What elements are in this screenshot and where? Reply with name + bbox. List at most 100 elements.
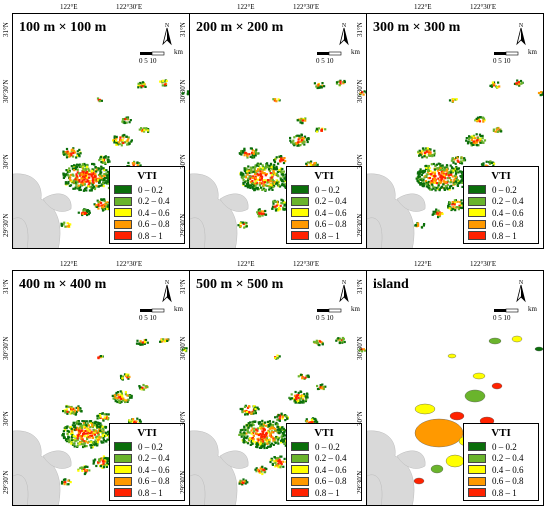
legend-label: 0.8 – 1 <box>315 487 340 498</box>
vti-cell <box>107 174 110 177</box>
vti-cell <box>255 432 258 435</box>
vti-cell <box>133 421 136 424</box>
legend-swatch <box>114 465 132 475</box>
vti-cell <box>261 435 264 438</box>
vti-cell <box>107 156 110 159</box>
legend-item: 0.6 – 0.8 <box>114 219 180 231</box>
vti-cell <box>100 177 103 180</box>
vti-cell <box>239 225 242 228</box>
vti-cell <box>321 383 324 386</box>
vti-cell <box>66 174 69 177</box>
vti-cell <box>418 154 421 157</box>
vti-cell <box>66 412 69 415</box>
vti-cell <box>254 468 257 471</box>
vti-cell <box>79 434 82 438</box>
vti-cell <box>79 407 82 410</box>
vti-cell <box>101 161 104 164</box>
vti-cell <box>282 465 285 468</box>
vti-cell <box>321 387 324 390</box>
vti-cell <box>76 168 79 171</box>
scale-units: km <box>528 48 537 56</box>
vti-cell <box>99 416 102 419</box>
vti-cell <box>99 425 102 428</box>
vti-cell <box>482 120 485 123</box>
vti-cell <box>267 431 270 434</box>
vti-cell <box>280 201 283 204</box>
vti-cell <box>461 178 464 182</box>
vti-cell <box>116 400 119 404</box>
vti-cell <box>86 465 89 468</box>
vti-cell <box>83 176 86 179</box>
vti-cell <box>117 141 120 144</box>
vti-cell <box>108 160 111 163</box>
vti-cell <box>456 179 459 182</box>
vti-cell <box>437 213 440 216</box>
vti-cell <box>439 163 442 166</box>
vti-cell <box>69 173 73 177</box>
vti-cell <box>93 179 96 182</box>
vti-cell <box>272 202 275 205</box>
vti-cell <box>107 180 110 183</box>
vti-cell <box>250 424 253 427</box>
vti-cell <box>141 343 144 346</box>
vti-cell <box>272 171 275 174</box>
vti-cell <box>245 180 248 183</box>
vti-cell <box>363 90 366 93</box>
vti-cell <box>452 206 455 209</box>
vti-cell <box>70 410 73 413</box>
vti-cell <box>72 411 75 414</box>
vti-cell <box>313 162 316 165</box>
legend-label: 0.8 – 1 <box>492 230 517 241</box>
vti-cell <box>316 163 319 166</box>
vti-cell <box>275 209 278 212</box>
vti-cell <box>263 166 266 169</box>
vti-cell <box>246 435 249 438</box>
vti-cell <box>453 158 456 161</box>
vti-cell <box>251 149 254 152</box>
legend-label: 0 – 0.2 <box>138 184 163 195</box>
vti-cell <box>102 433 105 436</box>
vti-cell <box>102 441 105 444</box>
vti-cell <box>186 90 189 93</box>
vti-cell <box>282 159 285 162</box>
vti-cell <box>470 135 474 138</box>
island-shape <box>534 346 543 352</box>
vti-cell <box>62 435 65 438</box>
vti-cell <box>260 423 263 426</box>
vti-cell <box>260 446 263 449</box>
vti-cell <box>360 350 364 353</box>
vti-cell <box>435 167 438 170</box>
vti-cell <box>263 172 266 175</box>
vti-cell <box>320 341 323 344</box>
vti-cell <box>78 148 81 151</box>
vti-cell <box>301 377 304 380</box>
vti-cell <box>69 425 72 429</box>
vti-cell <box>440 167 444 170</box>
vti-cell <box>83 445 86 448</box>
vti-cell <box>274 173 277 176</box>
vti-cell <box>74 178 77 181</box>
vti-cell <box>81 467 84 470</box>
vti-cell <box>419 171 422 174</box>
legend-swatch <box>114 219 132 229</box>
vti-cell <box>434 189 437 192</box>
vti-cell <box>116 391 120 394</box>
vti-cell <box>293 394 297 397</box>
vti-cell <box>76 420 79 424</box>
vti-cell <box>104 179 107 182</box>
vti-cell <box>462 159 465 162</box>
x-tick-label: 122°E <box>237 3 255 11</box>
vti-cell <box>246 431 250 434</box>
vti-cell <box>140 388 143 391</box>
vti-cell <box>74 166 77 169</box>
vti-cell <box>80 177 83 180</box>
vti-cell <box>437 162 440 165</box>
vti-cell <box>315 419 318 422</box>
vti-cell <box>285 415 288 418</box>
vti-cell <box>63 483 66 486</box>
vti-cell <box>272 427 275 430</box>
vti-cell <box>275 172 278 175</box>
vti-cell <box>127 161 130 164</box>
vti-cell <box>297 393 300 396</box>
vti-cell <box>99 155 102 159</box>
